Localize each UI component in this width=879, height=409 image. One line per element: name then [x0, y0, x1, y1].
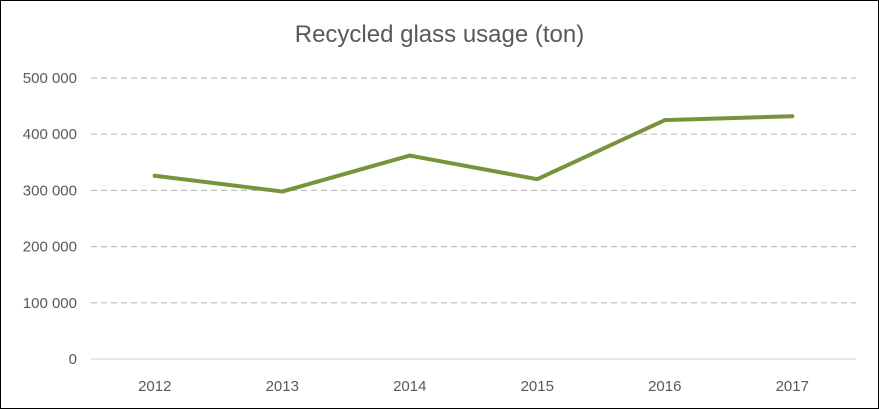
- series-layer: [152, 114, 795, 194]
- data-point: [152, 173, 157, 178]
- series-line: [152, 114, 795, 194]
- y-tick-label: 300 000: [23, 182, 77, 199]
- y-tick-label: 100 000: [23, 295, 77, 312]
- y-axis-tick-labels: 0 100 000 200 000 300 000 400 000 500 000: [23, 70, 77, 368]
- x-axis-tick-labels: 2012 2013 2014 2015 2016 2017: [138, 378, 809, 395]
- y-tick-label: 400 000: [23, 126, 77, 143]
- y-tick-label: 0: [69, 351, 77, 368]
- x-tick-label: 2016: [648, 378, 681, 395]
- x-tick-label: 2013: [266, 378, 299, 395]
- data-point: [407, 153, 412, 158]
- x-tick-label: 2015: [521, 378, 554, 395]
- gridlines: [91, 77, 856, 304]
- data-point: [790, 114, 795, 119]
- y-tick-label: 500 000: [23, 70, 77, 87]
- data-point: [662, 118, 667, 123]
- data-point: [280, 189, 285, 194]
- y-tick-label: 200 000: [23, 239, 77, 256]
- x-tick-label: 2014: [393, 378, 426, 395]
- x-tick-label: 2012: [138, 378, 171, 395]
- x-tick-label: 2017: [776, 378, 809, 395]
- data-point: [535, 177, 540, 182]
- chart-title: Recycled glass usage (ton): [294, 21, 585, 48]
